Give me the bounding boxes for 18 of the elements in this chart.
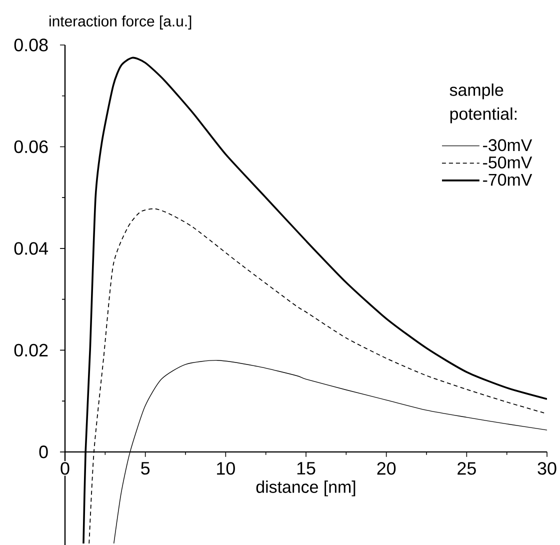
x-tick-label: 10 (217, 462, 235, 475)
legend-label: -30mV (483, 139, 532, 152)
y-tick-label: 0.04 (14, 242, 48, 255)
x-tick-label: 25 (458, 462, 476, 475)
y-tick-label: 0.06 (14, 140, 48, 154)
x-tick-label: 30 (538, 462, 556, 475)
y-axis-title: interaction force [a.u.] (50, 16, 192, 30)
legend-label: -50mV (483, 156, 532, 168)
x-tick-label: 0 (60, 462, 70, 475)
legend-label: -70mV (483, 174, 532, 186)
x-tick-label: 5 (141, 462, 150, 475)
legend-title: sample potential: (450, 84, 516, 124)
y-tick-label: 0.02 (14, 344, 48, 357)
x-tick-label: 15 (297, 462, 316, 475)
x-tick-label: 20 (377, 462, 396, 475)
y-tick-label: 0 (39, 446, 48, 458)
x-axis-title: distance [nm] (256, 480, 356, 496)
y-tick-label: 0.08 (14, 38, 48, 52)
